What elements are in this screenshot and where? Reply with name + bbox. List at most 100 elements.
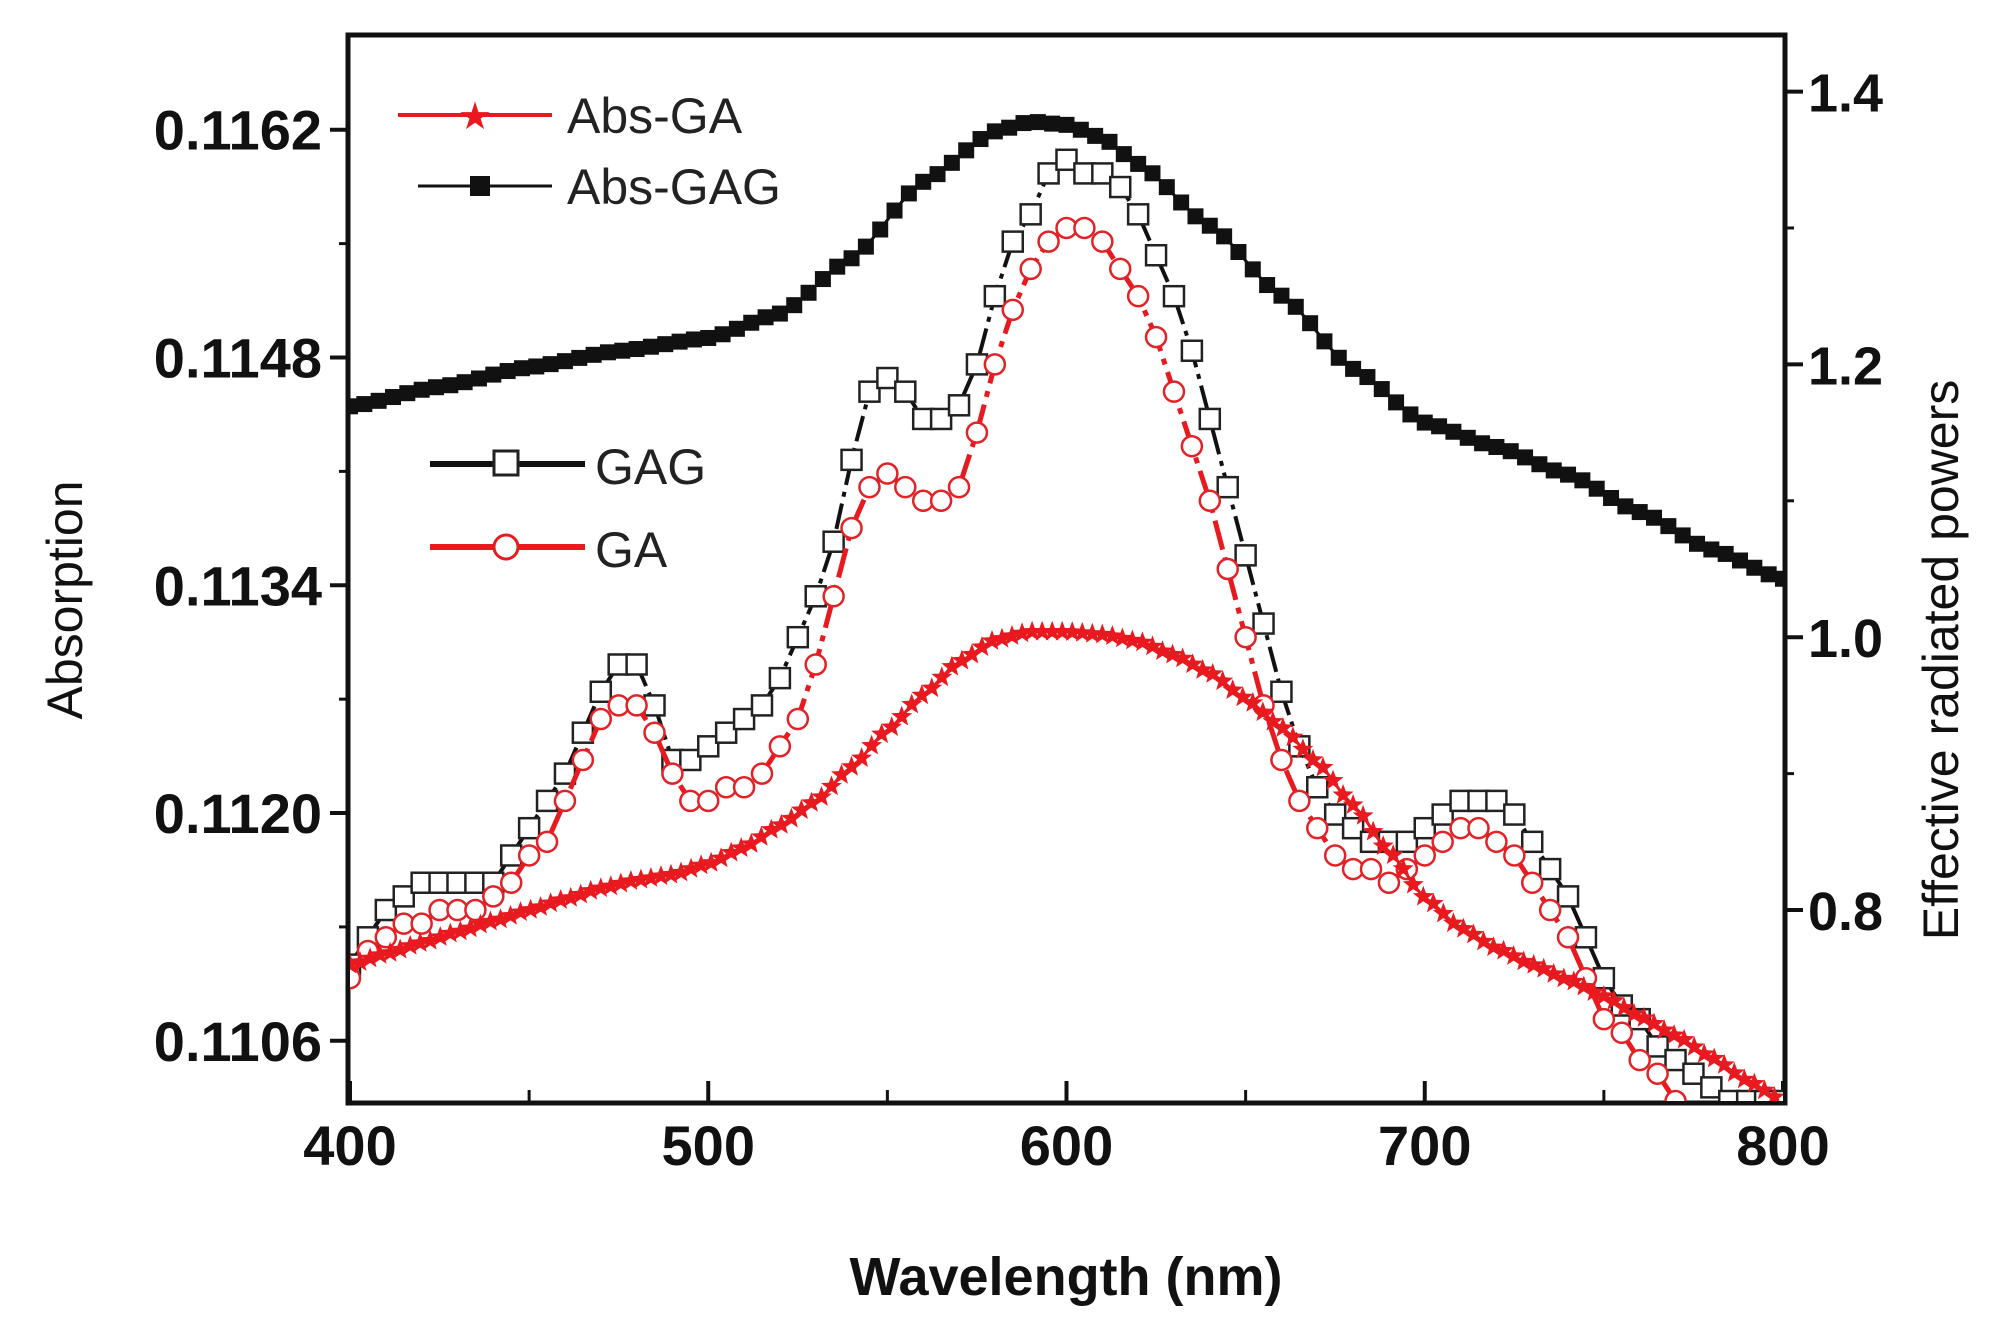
data-point-abs-ga	[379, 941, 401, 962]
data-point-abs-gag	[1287, 298, 1304, 315]
data-point-abs-gag	[1416, 414, 1433, 431]
x-axis-title: Wavelength (nm)	[849, 1247, 1282, 1307]
data-point-abs-ga	[821, 775, 842, 796]
data-point-abs-ga	[1713, 1053, 1735, 1074]
data-point-abs-gag	[1201, 217, 1218, 234]
data-point-abs-ga	[1152, 640, 1173, 660]
data-point-abs-ga	[1493, 939, 1514, 960]
data-point-abs-ga	[851, 747, 872, 767]
data-point-abs-ga	[540, 892, 562, 913]
data-point-gag	[1055, 148, 1078, 172]
data-point-gag	[1198, 407, 1222, 431]
data-point-abs-ga	[419, 929, 441, 950]
y-right-tick-label: 1.2	[1808, 336, 1883, 396]
data-point-ga	[858, 475, 881, 499]
data-point-gag	[1126, 203, 1150, 226]
data-point-abs-gag	[1373, 381, 1390, 398]
data-point-abs-gag	[350, 398, 358, 415]
data-point-abs-ga	[951, 649, 973, 670]
data-point-abs-gag	[642, 338, 659, 355]
data-point-abs-gag	[470, 370, 487, 387]
data-point-abs-ga	[811, 786, 832, 806]
data-point-gag	[1323, 803, 1347, 826]
y-left-tick-label: 0.1106	[154, 1010, 322, 1073]
data-point-abs-ga	[1212, 670, 1234, 691]
data-point-abs-ga	[1402, 873, 1424, 894]
data-point-ga	[1467, 816, 1490, 840]
data-point-gag	[768, 666, 792, 690]
data-point-abs-ga	[1613, 996, 1635, 1017]
x-tick-label: 800	[1736, 1114, 1829, 1177]
series-gag	[350, 148, 1783, 1101]
data-point-gag	[517, 816, 541, 840]
data-point-abs-ga	[1683, 1036, 1705, 1056]
x-tick-label: 600	[1020, 1114, 1113, 1177]
data-point-abs-gag	[728, 320, 745, 337]
data-point-abs-ga	[1442, 912, 1464, 933]
data-point-gag	[1485, 789, 1508, 813]
data-point-ga	[804, 653, 827, 676]
data-point-abs-ga	[911, 684, 933, 705]
data-point-abs-gag	[1001, 119, 1018, 136]
data-point-ga	[1108, 257, 1132, 281]
data-point-abs-ga	[1322, 769, 1344, 790]
data-point-abs-ga	[389, 938, 411, 959]
data-point-abs-gag	[1574, 472, 1591, 489]
data-point-abs-ga	[1723, 1061, 1745, 1082]
data-point-abs-gag	[1230, 244, 1247, 261]
plot-frame	[345, 32, 1788, 1106]
data-point-abs-ga	[1081, 622, 1103, 643]
data-point-abs-gag	[1216, 228, 1233, 245]
data-point-abs-ga	[1412, 885, 1434, 906]
data-point-abs-gag	[1775, 570, 1783, 587]
data-point-abs-ga	[670, 861, 692, 882]
x-tick-label: 400	[303, 1114, 396, 1177]
data-point-abs-ga	[991, 627, 1013, 648]
data-point-ga	[1323, 844, 1347, 867]
data-point-abs-gag	[1588, 480, 1605, 497]
data-point-abs-ga	[1513, 950, 1535, 971]
legend-star-icon: ★	[458, 94, 492, 138]
data-point-ga	[1538, 898, 1562, 922]
data-point-abs-gag	[1617, 498, 1634, 515]
data-point-abs-ga	[921, 677, 943, 698]
legend-open-square-icon	[492, 449, 520, 477]
data-point-abs-gag	[571, 349, 588, 366]
data-point-gag	[1538, 857, 1562, 881]
data-point-abs-gag	[513, 360, 530, 377]
data-point-abs-ga	[1583, 981, 1605, 1001]
data-point-abs-gag	[1717, 545, 1734, 562]
data-point-abs-ga	[1342, 794, 1364, 814]
data-point-abs-gag	[614, 342, 631, 359]
data-point-ga	[1377, 871, 1401, 894]
data-point-abs-ga	[429, 926, 451, 946]
data-point-abs-ga	[590, 877, 612, 898]
data-point-gag	[1735, 1089, 1759, 1101]
data-point-abs-gag	[599, 344, 616, 361]
data-point-abs-ga	[871, 723, 893, 744]
data-point-abs-gag	[857, 238, 874, 255]
data-point-abs-ga	[790, 799, 812, 819]
data-point-abs-gag	[485, 366, 502, 383]
series-line-abs-gag	[350, 120, 1783, 581]
data-point-ga	[1431, 830, 1454, 854]
data-point-abs-gag	[1603, 489, 1620, 506]
data-point-abs-ga	[1593, 985, 1615, 1005]
data-point-abs-ga	[1132, 631, 1153, 652]
data-point-ga	[697, 789, 720, 813]
data-point-gag	[929, 407, 953, 431]
series-abs-ga	[350, 620, 1783, 1101]
data-point-gag	[1431, 803, 1454, 826]
data-point-abs-ga	[1332, 784, 1354, 804]
data-point-abs-ga	[369, 943, 391, 964]
data-point-ga	[1592, 1007, 1616, 1031]
data-point-abs-gag	[542, 356, 559, 373]
data-point-abs-ga	[1553, 967, 1575, 988]
data-point-gag	[1180, 339, 1204, 362]
data-point-abs-ga	[660, 863, 682, 884]
data-point-abs-gag	[1087, 127, 1104, 144]
data-point-abs-gag	[628, 341, 645, 358]
data-point-gag	[786, 625, 810, 649]
data-point-abs-gag	[1502, 443, 1519, 460]
y-axis-title-right: Effective radiated powers	[1913, 380, 1969, 941]
